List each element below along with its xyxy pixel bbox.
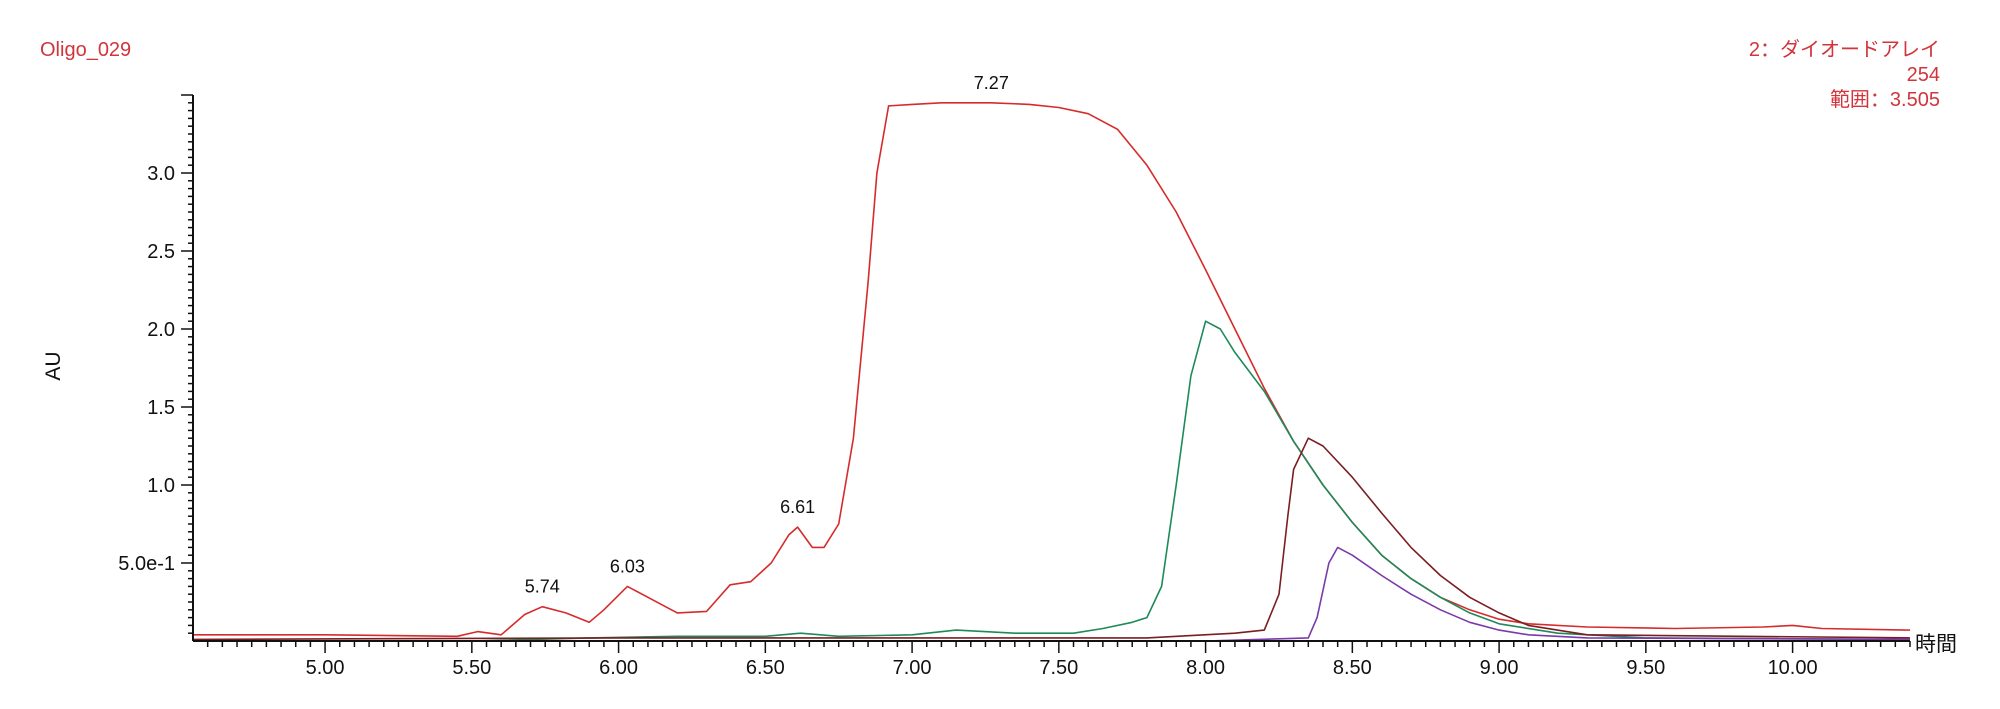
- series-line-1: [193, 102, 1911, 638]
- x-tick-label: 9.00: [1480, 657, 1519, 679]
- peak-label: 6.03: [610, 556, 645, 576]
- x-axis-title: 時間: [1915, 633, 1957, 656]
- x-tick-label: 8.50: [1333, 657, 1372, 679]
- peak-label: 5.74: [525, 577, 560, 597]
- x-tick-label: 9.50: [1626, 657, 1665, 679]
- x-tick-label: 5.00: [306, 657, 345, 679]
- sample-name: Oligo_029: [40, 39, 132, 61]
- y-tick-label: 2.0: [147, 319, 175, 341]
- detector-info: 2：ダイオードアレイ 254 範囲：3.505: [1749, 38, 1940, 113]
- labels-layer: 5.0e-1 1.0 1.5 2.0 2.5 3.0 5.00 5.50 6.00 6.50 7.0…: [118, 73, 1817, 679]
- y-tick-label: 1.5: [147, 397, 175, 419]
- x-tick-label: 5.50: [452, 657, 491, 679]
- peak-label: 7.27: [974, 73, 1009, 93]
- series-layer: [192, 102, 1911, 642]
- x-tick-label: 6.50: [746, 657, 785, 679]
- y-tick-label: 5.0e-1: [118, 553, 175, 575]
- series-line-2: [193, 320, 1911, 642]
- detector-wavelength: 254: [1906, 64, 1940, 86]
- y-tick-label: 3.0: [147, 163, 175, 185]
- y-tick-label: 2.5: [147, 241, 175, 263]
- x-tick-label: 6.00: [599, 657, 638, 679]
- detector-range: 範囲：3.505: [1829, 89, 1940, 111]
- y-tick-label: 1.0: [147, 475, 175, 497]
- peak-label: 6.61: [780, 497, 815, 517]
- x-tick-label: 10.00: [1768, 657, 1818, 679]
- x-tick-label: 8.00: [1186, 657, 1225, 679]
- y-axis-title: AU: [42, 351, 65, 380]
- series-line-3: [192, 437, 1911, 641]
- axes-layer: [181, 94, 1911, 653]
- detector-channel: 2：ダイオードアレイ: [1748, 39, 1940, 61]
- x-tick-label: 7.00: [893, 657, 932, 679]
- x-tick-label: 7.50: [1039, 657, 1078, 679]
- series-line-4: [193, 546, 1911, 642]
